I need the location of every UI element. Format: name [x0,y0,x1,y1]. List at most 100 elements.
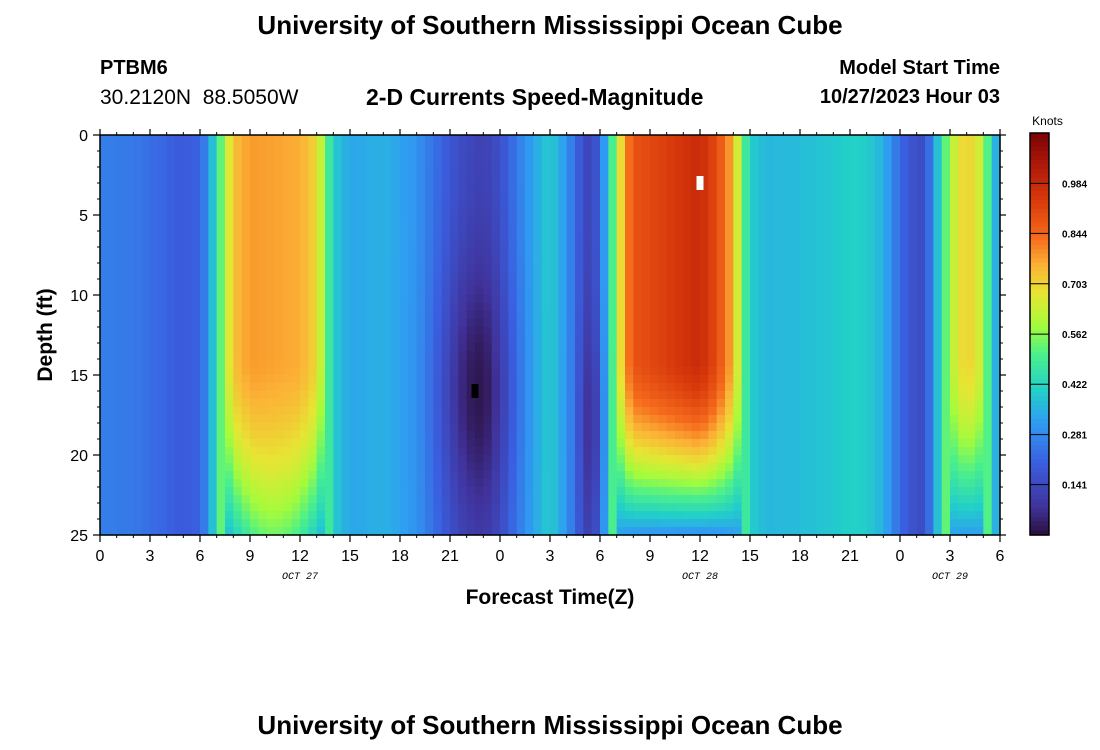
heatmap-cell [641,287,651,296]
heatmap-cell [633,135,643,144]
heatmap-cell [558,295,568,304]
heatmap-cell [875,335,884,344]
heatmap-cell [266,503,276,512]
heatmap-cell [591,431,601,440]
heatmap-cell [583,287,593,296]
heatmap-cell [308,511,318,520]
heatmap-cell [916,151,926,160]
heatmap-cell [708,335,718,344]
heatmap-cell [408,495,418,504]
heatmap-cell [875,151,884,160]
heatmap-cell [566,375,576,384]
heatmap-cell [716,471,726,480]
heatmap-cell [483,399,493,408]
heatmap-cell [141,319,151,328]
heatmap-cell [441,159,451,168]
heatmap-cell [916,207,926,216]
heatmap-cell [575,479,584,488]
heatmap-cell [133,231,143,240]
heatmap-cell [216,383,226,392]
heatmap-cell [108,527,118,536]
heatmap-cell [258,199,268,208]
heatmap-cell [725,439,734,448]
heatmap-cell [383,135,393,144]
heatmap-cell [666,463,676,472]
heatmap-cell [175,207,184,216]
heatmap-cell [791,159,801,168]
heatmap-cell [700,487,709,496]
heatmap-cell [491,263,501,272]
heatmap-cell [825,479,834,488]
heatmap-cell [558,423,568,432]
heatmap-cell [866,175,876,184]
heatmap-cell [908,375,918,384]
heatmap-cell [725,471,734,480]
heatmap-cell [766,159,776,168]
heatmap-cell [741,239,751,248]
heatmap-cell [750,191,759,200]
heatmap-cell [325,143,334,152]
heatmap-cell [308,495,318,504]
heatmap-cell [416,479,426,488]
heatmap-cell [441,343,451,352]
heatmap-cell [283,503,293,512]
heatmap-cell [875,159,884,168]
heatmap-cell [783,319,793,328]
heatmap-cell [208,463,218,472]
heatmap-cell [808,359,818,368]
heatmap-cell [633,295,643,304]
heatmap-cell [650,351,659,360]
heatmap-cell [158,271,168,280]
heatmap-cell [241,511,251,520]
heatmap-cell [766,407,776,416]
heatmap-cell [158,511,168,520]
heatmap-cell [275,199,284,208]
heatmap-cell [875,135,884,144]
heatmap-cell [741,447,751,456]
heatmap-cell [441,255,451,264]
heatmap-cell [641,151,651,160]
heatmap-cell [375,319,384,328]
heatmap-cell [875,191,884,200]
heatmap-cell [525,167,534,176]
heatmap-cell [908,167,918,176]
heatmap-cell [825,519,834,528]
heatmap-cell [433,159,443,168]
heatmap-cell [175,183,184,192]
heatmap-cell [683,511,693,520]
heatmap-cell [166,271,176,280]
heatmap-cell [350,159,359,168]
heatmap-cell [575,303,584,312]
heatmap-cell [525,423,534,432]
heatmap-cell [266,359,276,368]
heatmap-cell [100,375,109,384]
heatmap-cell [358,239,368,248]
heatmap-cell [666,311,676,320]
heatmap-cell [441,335,451,344]
heatmap-cell [800,263,809,272]
heatmap-cell [433,511,443,520]
heatmap-cell [475,479,484,488]
heatmap-cell [908,279,918,288]
heatmap-cell [833,167,843,176]
heatmap-cell [408,207,418,216]
heatmap-cell [741,255,751,264]
heatmap-cell [508,391,518,400]
heatmap-cell [300,167,309,176]
heatmap-cell [641,207,651,216]
heatmap-cell [150,495,159,504]
heatmap-cell [683,287,693,296]
heatmap-cell [566,383,576,392]
heatmap-cell [241,303,251,312]
heatmap-cell [200,503,209,512]
heatmap-cell [525,471,534,480]
heatmap-cell [483,447,493,456]
heatmap-cell [875,271,884,280]
heatmap-cell [533,415,543,424]
heatmap-cell [183,423,193,432]
heatmap-cell [200,239,209,248]
heatmap-cell [825,455,834,464]
heatmap-cell [225,343,234,352]
heatmap-cell [616,367,626,376]
heatmap-cell [200,511,209,520]
